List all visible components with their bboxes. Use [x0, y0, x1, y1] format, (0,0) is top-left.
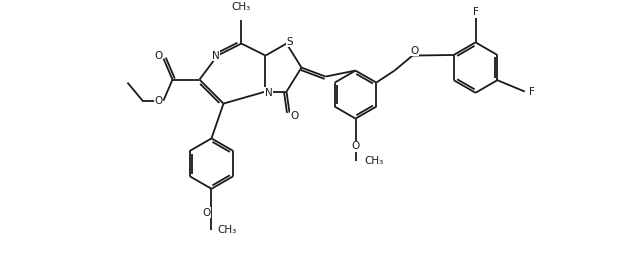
Text: CH₃: CH₃ — [232, 2, 251, 12]
Text: O: O — [351, 141, 360, 151]
Text: N: N — [212, 51, 220, 61]
Text: O: O — [155, 96, 163, 106]
Text: CH₃: CH₃ — [217, 225, 237, 235]
Text: F: F — [473, 7, 478, 17]
Text: O: O — [290, 111, 299, 121]
Text: S: S — [286, 37, 293, 47]
Text: CH₃: CH₃ — [365, 156, 384, 166]
Text: F: F — [529, 87, 535, 97]
Text: O: O — [410, 46, 419, 56]
Text: O: O — [155, 51, 163, 61]
Text: N: N — [265, 88, 273, 98]
Text: O: O — [202, 208, 211, 218]
